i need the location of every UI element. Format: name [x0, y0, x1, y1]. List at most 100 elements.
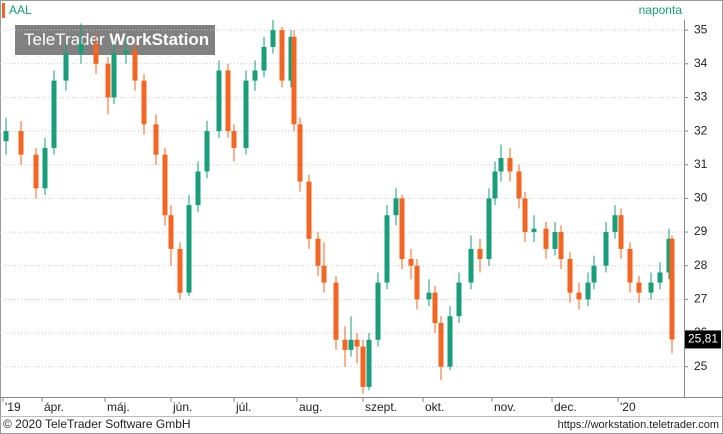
candle-body — [603, 232, 609, 266]
candle-body — [141, 80, 147, 125]
x-tick-label: dec. — [554, 400, 577, 414]
candle-body — [492, 171, 498, 199]
candle-body — [516, 171, 522, 199]
candle-body — [447, 316, 453, 367]
candle-body — [567, 258, 573, 293]
x-tick-label: '20 — [620, 400, 636, 414]
x-tick-label: jún. — [172, 400, 192, 414]
candle-body — [93, 43, 99, 64]
y-tick-label: 27 — [694, 292, 708, 306]
candle-body — [354, 339, 360, 347]
x-tick-label: okt. — [425, 400, 444, 414]
symbol-marker — [2, 3, 5, 18]
y-tick-label: 31 — [694, 157, 708, 171]
y-tick-label: 32 — [694, 123, 708, 137]
y-tick-label: 35 — [694, 22, 708, 36]
candle-body — [153, 124, 159, 155]
y-tick-label: 34 — [694, 56, 708, 70]
candle-body — [123, 50, 129, 54]
candle-body — [348, 339, 354, 350]
candle-body — [384, 215, 390, 283]
candle-body — [438, 322, 444, 367]
candle-body — [432, 292, 438, 323]
candle-body — [576, 292, 582, 300]
candle-body — [375, 282, 381, 340]
candle-body — [507, 158, 513, 172]
candle-body — [414, 265, 420, 300]
interval: naponta — [639, 3, 683, 17]
candle-body — [498, 158, 504, 172]
x-tick-label: ápr. — [44, 400, 64, 414]
x-tick-label: máj. — [107, 400, 130, 414]
candle-body — [111, 53, 117, 98]
candle-body — [486, 198, 492, 259]
candle-body — [426, 292, 432, 300]
x-tick-label: szept. — [365, 400, 397, 414]
footer-left: © 2020 TeleTrader Software GmbH — [3, 417, 191, 431]
candle-body — [657, 272, 663, 283]
candle-body — [456, 282, 462, 317]
candle-body — [168, 215, 174, 249]
footer-right: https://workstation.teletrader.com — [558, 419, 719, 431]
candle-body — [618, 215, 624, 249]
candle-body — [270, 30, 276, 47]
watermark-bold: WorkStation — [109, 30, 209, 49]
candle-body — [225, 70, 231, 132]
candle-body — [33, 154, 39, 189]
x-tick-label: aug. — [299, 400, 322, 414]
candle-body — [366, 339, 372, 387]
candle-body — [627, 248, 633, 283]
candle-body — [306, 181, 312, 239]
candle-body — [585, 282, 591, 300]
candle-body — [63, 53, 69, 81]
candle-body — [648, 282, 654, 293]
x-tick-label: '19 — [5, 400, 21, 414]
y-tick-label: 33 — [694, 90, 708, 104]
candle-body — [216, 70, 222, 132]
candle-body — [18, 131, 24, 155]
candle-body — [231, 131, 237, 148]
candle-body — [552, 232, 558, 249]
candle-body — [543, 228, 549, 249]
candle-body — [522, 198, 528, 233]
candle-body — [105, 63, 111, 98]
candle-body — [591, 265, 597, 283]
candle-body — [42, 147, 48, 189]
y-tick-label: 25 — [694, 359, 708, 373]
candle-body — [408, 258, 414, 266]
candle-body — [393, 198, 399, 216]
candle-body — [321, 265, 327, 283]
symbol: AAL — [9, 3, 32, 17]
candle-body — [666, 238, 672, 273]
candle-body — [669, 238, 675, 340]
y-tick-label: 29 — [694, 224, 708, 238]
candle-body — [399, 198, 405, 259]
candle-body — [531, 228, 537, 233]
candle-body — [291, 36, 297, 125]
watermark: TeleTrader WorkStation — [24, 30, 209, 49]
candle-body — [315, 238, 321, 266]
x-tick-label: nov. — [494, 400, 516, 414]
candle-body — [558, 232, 564, 259]
candle-body — [261, 46, 267, 71]
candle-body — [297, 124, 303, 182]
candle-body — [612, 215, 618, 233]
candle-body — [288, 36, 294, 81]
candle-body — [468, 248, 474, 283]
watermark-normal: TeleTrader — [24, 30, 105, 49]
candle-body — [279, 30, 285, 81]
candle-body — [78, 43, 84, 54]
candle-body — [360, 346, 366, 387]
candle-body — [243, 80, 249, 148]
candle-body — [342, 339, 348, 350]
last-price-box — [685, 330, 721, 349]
candle-body — [333, 282, 339, 340]
candle-body — [252, 70, 258, 81]
candle-body — [51, 80, 57, 148]
candle-body — [3, 131, 9, 142]
candle-body — [162, 154, 168, 216]
y-tick-label: 28 — [694, 258, 708, 272]
last-price-label: 25,81 — [688, 332, 718, 346]
